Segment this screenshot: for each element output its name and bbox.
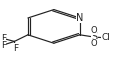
Text: F: F bbox=[13, 43, 18, 53]
Text: O: O bbox=[90, 26, 97, 35]
Text: N: N bbox=[76, 13, 84, 23]
Text: F: F bbox=[1, 34, 6, 43]
Text: O: O bbox=[90, 39, 97, 48]
Text: F: F bbox=[1, 41, 6, 50]
Text: S: S bbox=[91, 32, 98, 42]
Text: Cl: Cl bbox=[101, 33, 110, 42]
